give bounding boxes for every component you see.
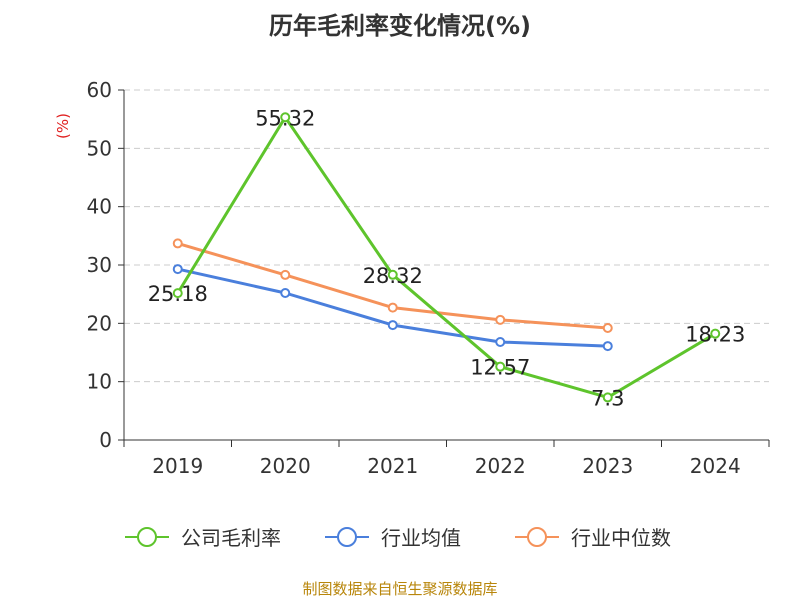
legend-label-2[interactable]: 行业中位数 xyxy=(571,526,671,550)
y-tick-label-60: 60 xyxy=(87,78,112,102)
point-s1-2021[interactable] xyxy=(387,320,398,331)
legend-marker-2[interactable] xyxy=(527,527,547,547)
point-s0-2019[interactable] xyxy=(172,288,183,299)
point-s0-2022[interactable] xyxy=(495,361,506,372)
y-tick-label-0: 0 xyxy=(99,428,112,452)
data-label-2024: 18.23 xyxy=(685,323,745,347)
data-label-2021: 28.32 xyxy=(363,264,423,288)
point-s2-2019[interactable] xyxy=(172,238,183,249)
x-tick-label-2021: 2021 xyxy=(367,454,418,478)
point-s1-2019[interactable] xyxy=(172,264,183,275)
y-tick-label-30: 30 xyxy=(87,253,112,277)
y-tick-label-40: 40 xyxy=(87,195,112,219)
legend-marker-0[interactable] xyxy=(137,527,157,547)
legend-label-0[interactable]: 公司毛利率 xyxy=(181,526,281,550)
point-s1-2020[interactable] xyxy=(280,288,291,298)
point-s2-2021[interactable] xyxy=(387,302,398,313)
source-note: 制图数据来自恒生聚源数据库 xyxy=(302,580,498,598)
series-line-0 xyxy=(176,115,717,399)
point-s1-2022[interactable] xyxy=(495,337,506,347)
point-s0-2020[interactable] xyxy=(280,112,291,123)
x-tick-label-2023: 2023 xyxy=(582,454,633,478)
point-s0-2021[interactable] xyxy=(387,269,398,280)
x-tick-label-2024: 2024 xyxy=(690,454,741,478)
data-label-2019: 25.18 xyxy=(148,282,208,306)
point-s0-2023[interactable] xyxy=(602,392,613,403)
y-tick-label-50: 50 xyxy=(87,136,112,160)
data-label-2022: 12.57 xyxy=(470,356,530,380)
y-axis-label: (%) xyxy=(54,113,72,139)
y-tick-label-10: 10 xyxy=(87,370,112,394)
point-s1-2023[interactable] xyxy=(602,341,613,352)
x-tick-label-2022: 2022 xyxy=(475,454,526,478)
x-tick-label-2020: 2020 xyxy=(260,454,311,478)
legend-marker-1[interactable] xyxy=(337,527,357,547)
x-tick-label-2019: 2019 xyxy=(152,454,203,478)
point-s2-2023[interactable] xyxy=(602,323,613,333)
legend-label-1[interactable]: 行业均值 xyxy=(381,526,461,550)
point-s2-2020[interactable] xyxy=(280,269,291,280)
data-label-2023: 7.3 xyxy=(591,386,624,410)
data-label-2020: 55.32 xyxy=(255,106,315,130)
y-tick-label-20: 20 xyxy=(87,311,112,335)
chart-title: 历年毛利率变化情况(%) xyxy=(269,12,531,40)
point-s0-2024[interactable] xyxy=(710,328,721,339)
point-s2-2022[interactable] xyxy=(495,314,506,325)
